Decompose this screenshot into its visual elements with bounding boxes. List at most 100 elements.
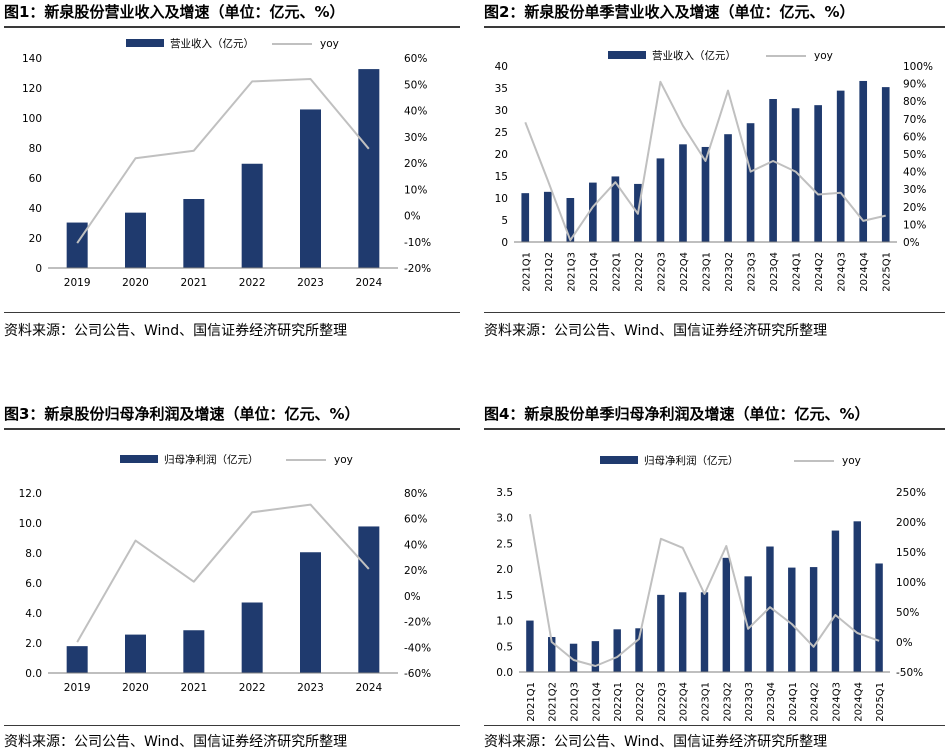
x-tick-label: 2021 bbox=[180, 682, 207, 694]
y-right-tick-label: 0% bbox=[404, 591, 421, 603]
y-right-tick-label: 40% bbox=[903, 167, 926, 179]
y-right-tick-label: -60% bbox=[404, 668, 431, 680]
y-left-tick-label: 10.0 bbox=[19, 518, 42, 530]
bar bbox=[526, 620, 534, 672]
y-right-tick-label: 70% bbox=[903, 114, 926, 126]
y-right-tick-label: 50% bbox=[896, 607, 919, 619]
source-rule bbox=[4, 312, 460, 313]
legend-line-label: yoy bbox=[842, 455, 861, 467]
bar bbox=[656, 158, 665, 242]
y-right-tick-label: 40% bbox=[404, 106, 427, 118]
bar bbox=[859, 80, 868, 243]
x-tick-label: 2023 bbox=[297, 277, 324, 289]
x-tick-label: 2025Q1 bbox=[882, 252, 893, 292]
chart-panel-2: 图2：新泉股份单季营业收入及增速（单位：亿元、%） 0 5 10 15 20 25 30 35… bbox=[484, 0, 945, 350]
x-tick-label: 2022Q2 bbox=[635, 682, 646, 722]
title-rule bbox=[484, 26, 945, 28]
y-left-tick-label: 4.0 bbox=[25, 608, 42, 620]
x-tick-label: 2019 bbox=[64, 277, 91, 289]
x-tick-label: 2021Q1 bbox=[521, 252, 532, 292]
y-right-tick-label: 20% bbox=[404, 565, 427, 577]
y-left-tick-label: 0.0 bbox=[496, 667, 513, 679]
x-tick-label: 2023Q1 bbox=[702, 252, 713, 292]
y-left-tick-label: 0 bbox=[501, 237, 508, 249]
x-tick-label: 2023Q3 bbox=[747, 252, 758, 292]
y-right-tick-label: 20% bbox=[404, 158, 427, 170]
y-right-tick-label: 150% bbox=[896, 547, 926, 559]
source-rule bbox=[484, 725, 945, 726]
bar bbox=[66, 222, 88, 268]
y-left-tick-label: 1.5 bbox=[496, 590, 513, 602]
y-left-tick-label: 120 bbox=[22, 83, 42, 95]
legend-bar-label: 营业收入（亿元） bbox=[652, 49, 736, 62]
x-tick-label: 2022 bbox=[239, 682, 266, 694]
bar bbox=[300, 552, 321, 673]
y-right-tick-label: 30% bbox=[903, 184, 926, 196]
x-tick-label: 2021Q2 bbox=[548, 682, 559, 722]
bar bbox=[183, 630, 205, 673]
yoy-line bbox=[76, 78, 370, 244]
y-right-tick-label: 60% bbox=[404, 514, 427, 526]
legend-bar-swatch bbox=[120, 455, 158, 463]
y-left-tick-label: 35 bbox=[495, 83, 508, 95]
y-right-tick-label: 50% bbox=[404, 79, 427, 91]
x-tick-label: 2021Q4 bbox=[591, 682, 602, 722]
bar bbox=[678, 592, 687, 672]
y-right-tick-label: 100% bbox=[896, 577, 926, 589]
x-tick-label: 2024Q2 bbox=[810, 682, 821, 722]
bar bbox=[66, 646, 88, 673]
bar bbox=[358, 526, 380, 673]
y-right-tick-label: 40% bbox=[404, 539, 427, 551]
bar bbox=[700, 592, 709, 672]
x-tick-label: 2025Q1 bbox=[875, 682, 886, 722]
legend-bar-label: 营业收入（亿元） bbox=[170, 37, 254, 50]
x-tick-label: 2022Q4 bbox=[679, 252, 690, 292]
bar bbox=[875, 563, 883, 672]
chart-area: 0 20 40 60 80 100 120 140 -20% -10% 0% 10% 20% 30% 40%… bbox=[22, 37, 431, 289]
bar bbox=[569, 643, 578, 672]
x-tick-label: 2023Q4 bbox=[766, 682, 777, 722]
chart-title: 图4：新泉股份单季归母净利润及增速（单位：亿元、%） bbox=[484, 405, 870, 423]
source-note: 资料来源：公司公告、Wind、国信证券经济研究所整理 bbox=[4, 734, 348, 750]
y-right-tick-label: -50% bbox=[896, 667, 923, 679]
y-left-tick-label: 8.0 bbox=[25, 548, 42, 560]
y-right-tick-label: 200% bbox=[896, 517, 926, 529]
bar bbox=[241, 602, 263, 673]
y-right-tick-label: 0% bbox=[903, 237, 920, 249]
y-right-tick-label: 0% bbox=[404, 211, 421, 223]
y-right-tick-label: 90% bbox=[903, 79, 926, 91]
y-right-tick-label: 10% bbox=[903, 219, 926, 231]
bar bbox=[809, 567, 818, 672]
legend-line-label: yoy bbox=[334, 454, 353, 466]
y-right-tick-label: -20% bbox=[404, 617, 431, 629]
x-tick-label: 2024Q4 bbox=[859, 252, 870, 292]
x-tick-label: 2024Q3 bbox=[837, 252, 848, 292]
y-left-tick-label: 15 bbox=[495, 171, 508, 183]
legend-line-label: yoy bbox=[814, 50, 833, 62]
bar bbox=[611, 176, 620, 242]
legend-bar-swatch bbox=[608, 51, 646, 59]
bar bbox=[881, 87, 890, 242]
x-tick-label: 2022Q2 bbox=[634, 252, 645, 292]
x-tick-label: 2022Q3 bbox=[657, 682, 668, 722]
bar bbox=[613, 629, 621, 672]
y-left-tick-label: 0 bbox=[35, 263, 42, 275]
y-left-tick-label: 100 bbox=[22, 113, 42, 125]
title-rule bbox=[484, 428, 945, 430]
y-left-tick-label: 20 bbox=[495, 149, 508, 161]
y-left-tick-label: 80 bbox=[29, 143, 42, 155]
y-left-tick-label: 2.0 bbox=[25, 638, 42, 650]
y-right-tick-label: 10% bbox=[404, 184, 427, 196]
source-note: 资料来源：公司公告、Wind、国信证券经济研究所整理 bbox=[484, 734, 828, 750]
y-right-tick-label: -40% bbox=[404, 642, 431, 654]
x-tick-label: 2021Q1 bbox=[526, 682, 537, 722]
chart-area: 0 5 10 15 20 25 30 35 40 0% 10% 20% 30% 40% 50% 60% 70% 8… bbox=[495, 49, 933, 292]
chart-panel-3: 图3：新泉股份归母净利润及增速（单位：亿元、%） 0.0 2.0 4.0 6.0 8.0… bbox=[4, 403, 460, 753]
source-rule bbox=[4, 725, 460, 726]
y-left-tick-label: 3.0 bbox=[496, 513, 513, 525]
chart-area: 0.0 2.0 4.0 6.0 8.0 10.0 12.0 -60% -40% -20% 0% 20%… bbox=[19, 453, 432, 694]
x-tick-label: 2024Q2 bbox=[814, 252, 825, 292]
bar bbox=[853, 521, 861, 672]
x-tick-label: 2024 bbox=[355, 682, 382, 694]
x-tick-label: 2024Q3 bbox=[831, 682, 842, 722]
